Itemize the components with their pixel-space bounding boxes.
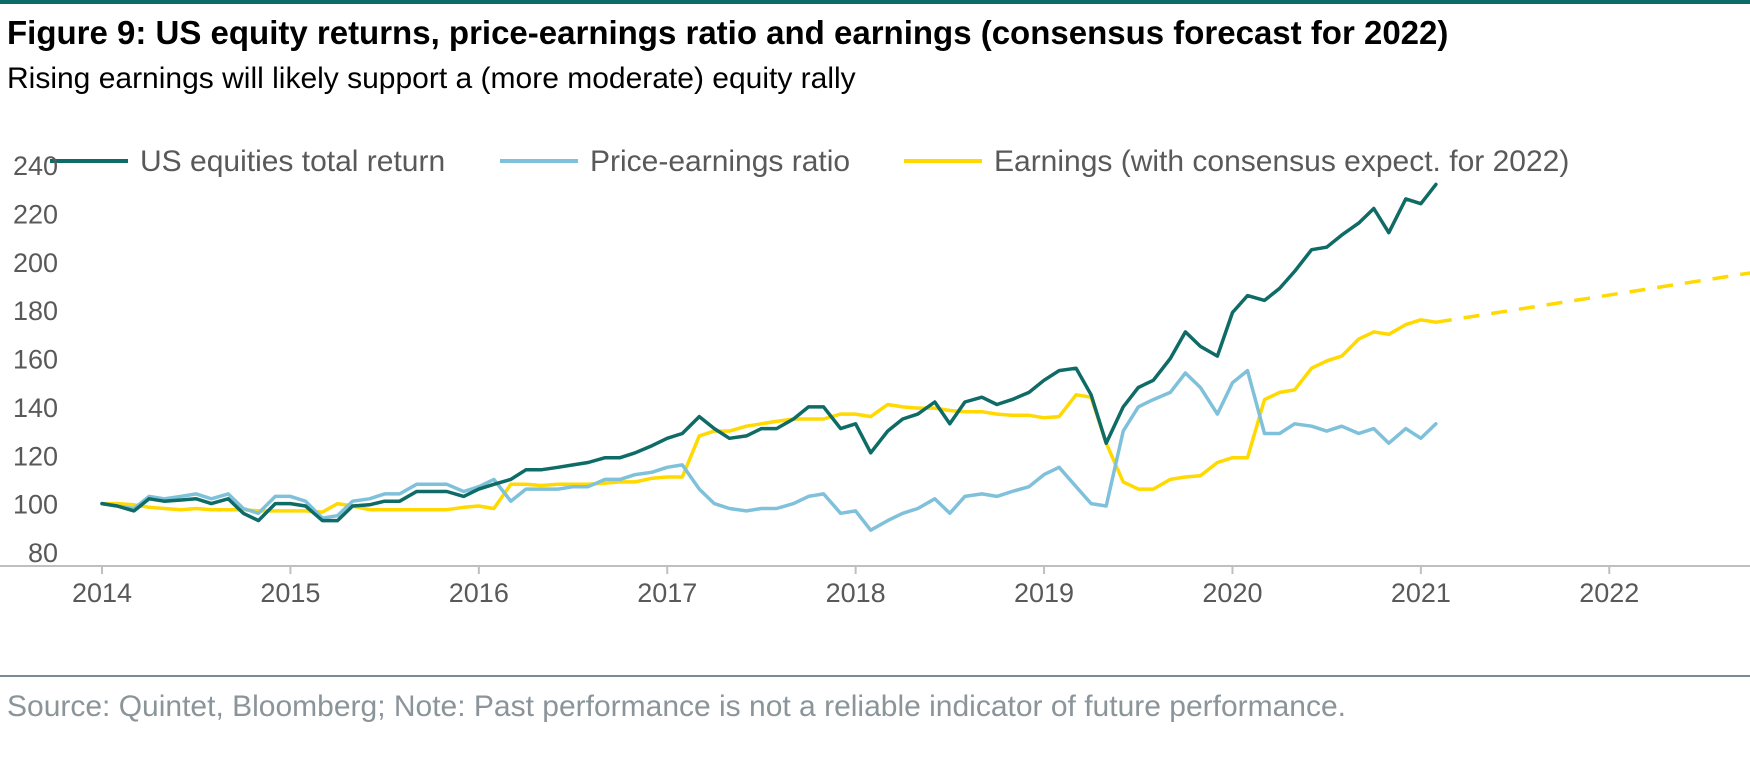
source-note: Source: Quintet, Bloomberg; Note: Past p… [7,690,1347,723]
x-tick-label: 2014 [72,578,132,608]
legend-label-equities: US equities total return [140,145,445,178]
x-tick-label: 2021 [1391,578,1451,608]
y-tick-label: 120 [13,441,58,471]
series-line-pe [100,368,1438,532]
y-tick-label: 100 [13,490,58,520]
chart-series [100,182,1750,532]
chart-legend: US equities total return Price-earnings … [50,145,1569,178]
y-tick-label: 80 [28,538,58,568]
x-tick-label: 2020 [1202,578,1262,608]
y-tick-label: 220 [13,199,58,229]
y-tick-label: 180 [13,296,58,326]
x-tick-label: 2016 [449,578,509,608]
y-axis: 80 100 120 140 160 180 200 220 240 [13,151,58,568]
top-rule [0,0,1750,4]
y-tick-label: 200 [13,248,58,278]
series-line-equities [100,182,1438,523]
figure-title: Figure 9: US equity returns, price-earni… [7,14,1449,51]
legend-label-pe: Price-earnings ratio [590,145,850,178]
legend-label-earnings: Earnings (with consensus expect. for 202… [994,145,1569,178]
y-tick-label: 240 [13,151,58,181]
figure-subtitle: Rising earnings will likely support a (m… [7,62,856,95]
x-tick-label: 2022 [1579,578,1639,608]
x-axis: 2014 2015 2016 2017 2018 2019 2020 2021 2022 [0,565,1750,608]
series-line-earnings-forecast [1435,271,1750,324]
x-tick-label: 2015 [260,578,320,608]
footer-divider [0,675,1750,677]
y-tick-label: 140 [13,393,58,423]
series-line-earnings [100,318,1438,514]
x-tick-label: 2019 [1014,578,1074,608]
line-chart: US equities total return Price-earnings … [0,145,1750,608]
x-tick-label: 2017 [637,578,697,608]
x-tick-label: 2018 [826,578,886,608]
y-tick-label: 160 [13,345,58,375]
